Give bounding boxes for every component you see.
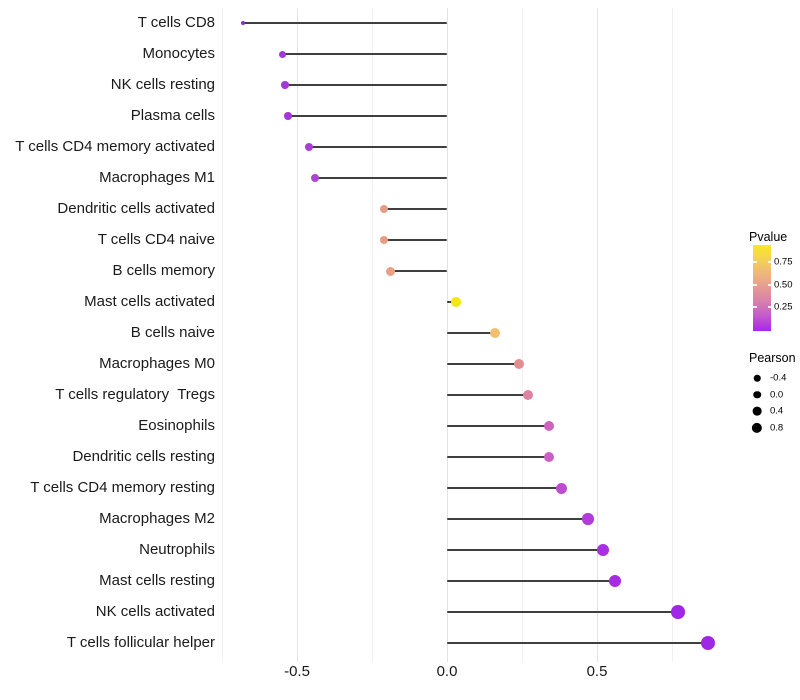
y-axis-label: NK cells activated [95, 602, 215, 620]
plot-panel [218, 8, 731, 662]
gridline-major [297, 8, 298, 662]
lollipop-stem [447, 611, 678, 613]
lollipop-dot [522, 389, 534, 401]
lollipop-stem [288, 115, 447, 117]
lollipop-stem [447, 518, 588, 520]
lollipop-dot [671, 605, 685, 619]
lollipop-dot [278, 50, 286, 58]
lollipop-stem [447, 549, 603, 551]
lollipop-stem [285, 84, 447, 86]
lollipop-dot [379, 235, 389, 245]
lollipop-stem [447, 425, 549, 427]
lollipop-dot [451, 297, 461, 307]
y-axis-label: T cells regulatory Tregs [55, 385, 215, 403]
pearson-legend-label: -0.4 [770, 372, 787, 384]
x-tick-label: -0.5 [284, 663, 310, 680]
x-tick-label: 0.0 [436, 663, 458, 680]
pvalue-tick-mark [767, 261, 771, 263]
lollipop-stem [447, 487, 561, 489]
pearson-legend-label: 0.4 [770, 405, 784, 417]
lollipop-dot [700, 635, 716, 651]
lollipop-dot [582, 513, 594, 525]
gridline-major [447, 8, 448, 662]
lollipop-stem [309, 146, 447, 148]
pearson-legend-dot [753, 390, 761, 399]
gridline-minor [672, 8, 673, 662]
lollipop-stem [384, 208, 447, 210]
lollipop-dot [385, 266, 395, 276]
y-axis-label: Monocytes [142, 44, 215, 62]
y-axis-label: Plasma cells [130, 106, 215, 124]
y-axis-label: B cells memory [112, 261, 215, 279]
y-axis-label: Macrophages M2 [99, 509, 215, 527]
lollipop-dot [543, 451, 555, 463]
pvalue-tick-label: 0.25 [774, 301, 793, 313]
y-axis-label: T cells CD4 memory activated [15, 137, 215, 155]
y-axis-label: Mast cells resting [99, 571, 215, 589]
pvalue-tick-mark [767, 306, 771, 308]
lollipop-stem [384, 239, 447, 241]
y-axis-label: Macrophages M1 [99, 168, 215, 186]
y-axis-label: T cells CD8 [137, 13, 215, 31]
lollipop-stem [390, 270, 447, 272]
lollipop-stem [243, 22, 447, 24]
pvalue-colorbar [753, 245, 771, 331]
lollipop-stem [447, 580, 615, 582]
pvalue-tick-mark [767, 284, 771, 286]
y-axis-label: T cells CD4 memory resting [30, 478, 215, 496]
gridline-minor [522, 8, 523, 662]
lollipop-dot [490, 328, 500, 338]
lollipop-dot [514, 359, 524, 369]
y-axis-label: Macrophages M0 [99, 354, 215, 372]
lollipop-dot [597, 544, 609, 556]
pvalue-tick-label: 0.75 [774, 256, 793, 268]
lollipop-dot [608, 574, 622, 588]
lollipop-stem [282, 53, 447, 55]
pearson-legend-dot [752, 406, 762, 416]
gridline-major [597, 8, 598, 662]
lollipop-dot [555, 482, 567, 494]
lollipop-dot [379, 204, 389, 214]
pearson-legend-label: 0.8 [770, 422, 784, 434]
y-axis-label: B cells naive [130, 323, 215, 341]
y-axis-label: Neutrophils [139, 540, 215, 558]
lollipop-stem [447, 394, 528, 396]
y-axis-label: T cells follicular helper [66, 633, 215, 651]
y-axis-label: T cells CD4 naive [97, 230, 215, 248]
pvalue-tick-label: 0.50 [774, 279, 793, 291]
lollipop-stem [315, 177, 447, 179]
lollipop-dot [310, 173, 320, 183]
y-axis-label: NK cells resting [110, 75, 215, 93]
legend-pearson-title: Pearson [749, 351, 796, 365]
pvalue-tick-mark [753, 261, 757, 263]
lollipop-dot [241, 21, 245, 25]
y-axis-label: Eosinophils [138, 416, 215, 434]
y-axis-label: Dendritic cells activated [57, 199, 215, 217]
pvalue-tick-mark [753, 306, 757, 308]
y-axis-label: Dendritic cells resting [72, 447, 215, 465]
x-tick-label: 0.5 [586, 663, 608, 680]
lollipop-stem [447, 332, 495, 334]
lollipop-dot [543, 420, 555, 432]
lollipop-stem [447, 363, 519, 365]
lollipop-dot [305, 143, 313, 151]
lollipop-dot [284, 112, 292, 120]
gridline-minor [222, 8, 223, 662]
legend-pvalue-title: Pvalue [749, 230, 788, 244]
pvalue-tick-mark [753, 284, 757, 286]
lollipop-dot [281, 81, 289, 89]
gridline-minor [372, 8, 373, 662]
pearson-legend-label: 0.0 [770, 388, 784, 400]
lollipop-stem [447, 642, 708, 644]
pearson-legend-dot [751, 422, 763, 433]
lollipop-stem [447, 456, 549, 458]
pearson-legend-dot [753, 374, 761, 382]
y-axis-label: Mast cells activated [84, 292, 215, 310]
